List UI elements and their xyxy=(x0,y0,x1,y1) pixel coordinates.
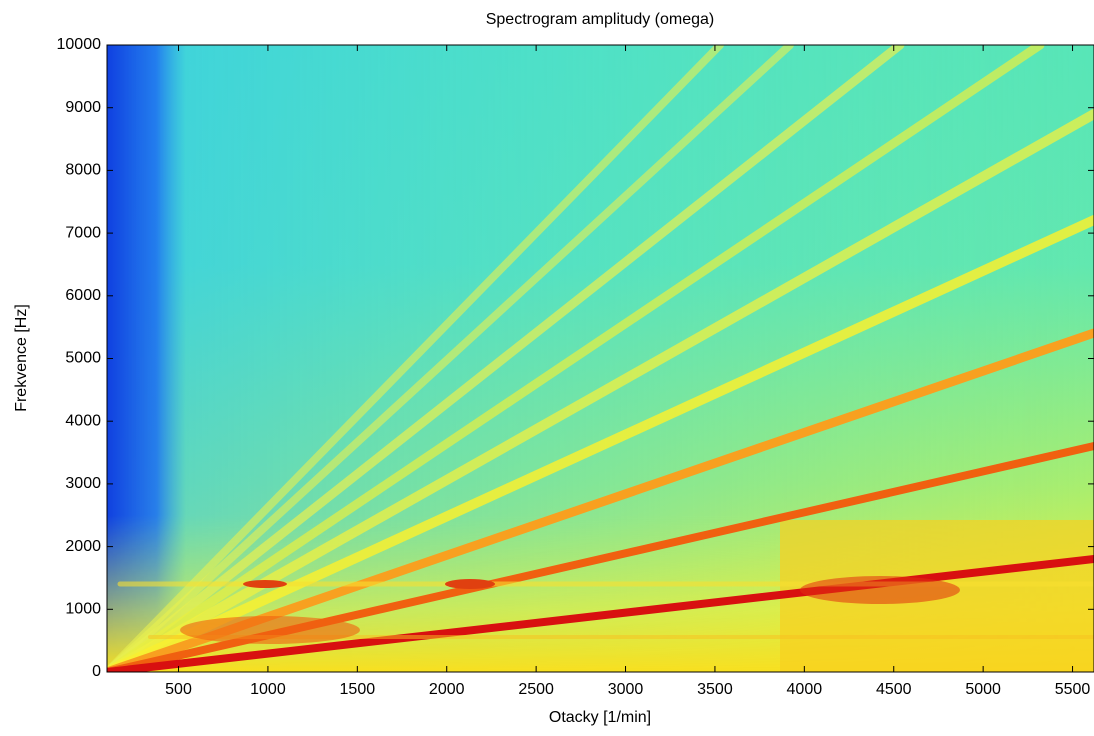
y-tick-label: 6000 xyxy=(65,287,101,304)
y-tick-label: 9000 xyxy=(65,99,101,116)
y-tick-label: 2000 xyxy=(65,538,101,555)
y-tick-label: 1000 xyxy=(65,601,101,618)
y-tick-label: 5000 xyxy=(65,350,101,367)
x-tick-label: 2000 xyxy=(429,681,465,698)
spectrogram-image xyxy=(107,45,1094,672)
y-tick-label: 3000 xyxy=(65,475,101,492)
y-tick-label: 7000 xyxy=(65,224,101,241)
y-tick-label: 8000 xyxy=(65,162,101,179)
y-tick-label: 10000 xyxy=(57,36,102,53)
x-tick-label: 1000 xyxy=(250,681,286,698)
x-tick-label: 3500 xyxy=(697,681,733,698)
y-axis-label: Frekvence [Hz] xyxy=(13,304,30,412)
y-tick-label: 0 xyxy=(92,663,101,680)
x-tick-label: 1500 xyxy=(340,681,376,698)
x-tick-label: 4500 xyxy=(876,681,912,698)
x-tick-label: 2500 xyxy=(518,681,554,698)
x-tick-label: 5500 xyxy=(1055,681,1091,698)
x-tick-label: 5000 xyxy=(965,681,1001,698)
y-tick-label: 4000 xyxy=(65,412,101,429)
x-tick-label: 3000 xyxy=(608,681,644,698)
x-axis-label: Otacky [1/min] xyxy=(549,709,651,726)
chart-title: Spectrogram amplitudy (omega) xyxy=(486,11,715,28)
x-tick-label: 500 xyxy=(165,681,192,698)
x-tick-label: 4000 xyxy=(787,681,823,698)
